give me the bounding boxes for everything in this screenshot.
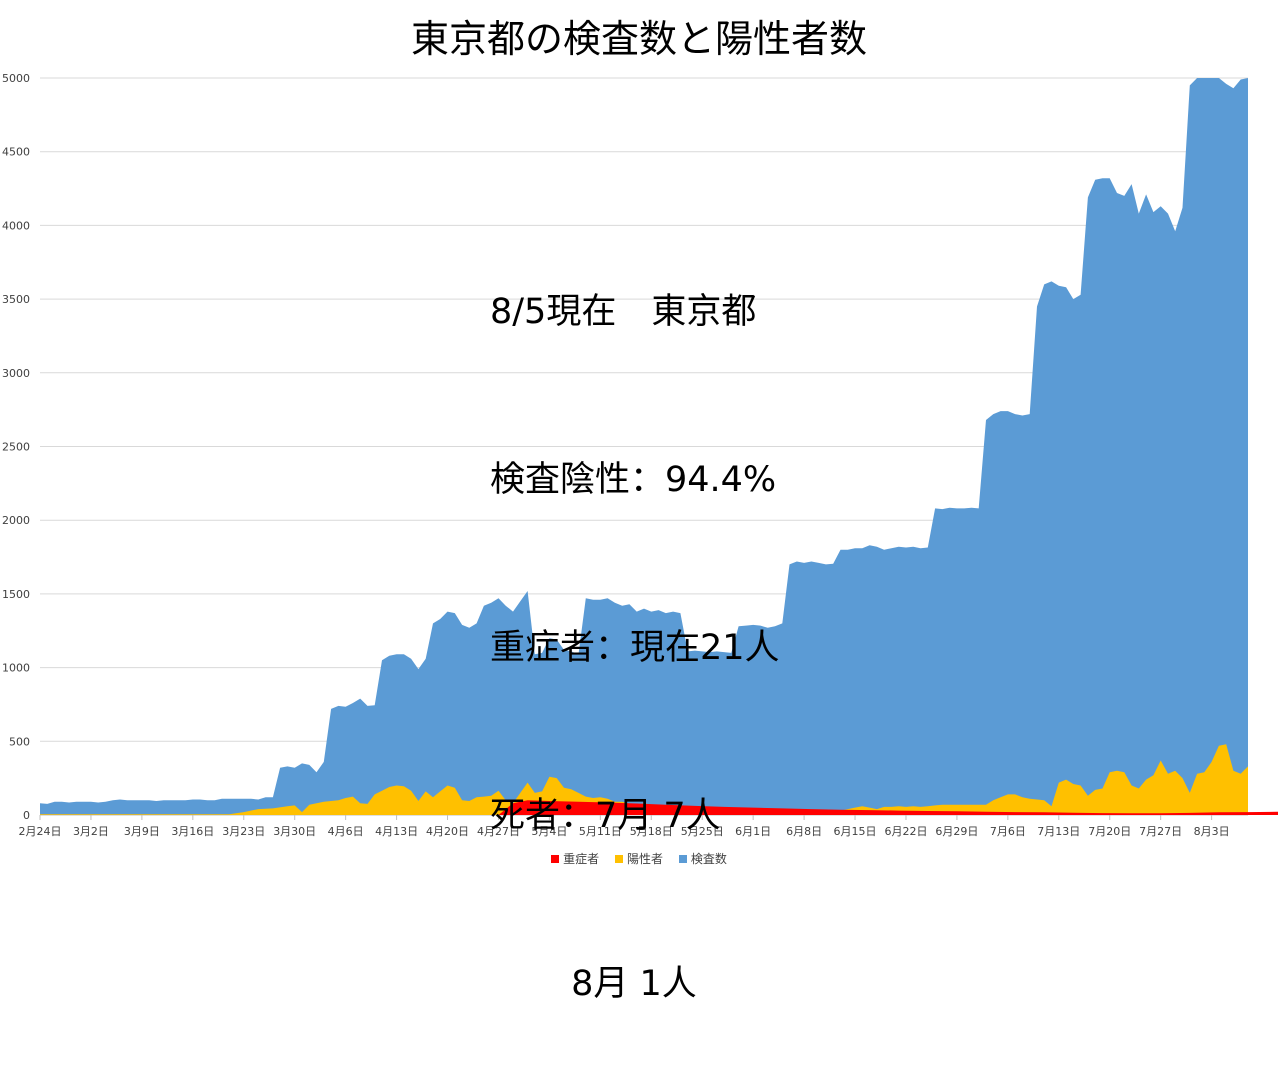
x-tick-label: 5月25日: [681, 825, 724, 838]
y-tick-label: 0: [23, 809, 30, 822]
y-tick-label: 4500: [2, 146, 30, 159]
annotation-block: 8/5現在 東京都 検査陰性：94.4% 重症者：現在21人 死者：7月 7人 …: [490, 172, 780, 1068]
annotation-line: 重症者：現在21人: [490, 628, 780, 668]
legend: 重症者 陽性者 検査数: [0, 850, 1278, 867]
x-tick-label: 6月29日: [935, 825, 978, 838]
annotation-line: 8/5現在 東京都: [490, 292, 757, 332]
x-tick-label: 5月11日: [579, 825, 622, 838]
x-tick-label: 2月24日: [19, 825, 62, 838]
legend-item: 検査数: [678, 850, 727, 867]
x-tick-label: 3月2日: [73, 825, 109, 838]
y-tick-label: 1000: [2, 662, 30, 675]
y-tick-label: 3000: [2, 367, 30, 380]
y-tick-label: 500: [9, 735, 30, 748]
x-tick-label: 4月20日: [426, 825, 469, 838]
annotation-line: 検査陰性：94.4%: [490, 460, 777, 500]
x-tick-label: 6月15日: [834, 825, 877, 838]
x-tick-label: 5月18日: [630, 825, 673, 838]
x-axis-ticks: 2月24日 3月2日 3月9日 3月16日 3月23日 3月30日 4月6日 4月13日 4月2…: [19, 815, 1230, 838]
x-tick-label: 3月30日: [273, 825, 316, 838]
area-series-1: [40, 744, 1248, 815]
x-tick-label: 4月27日: [477, 825, 520, 838]
legend-swatch: [614, 854, 623, 863]
legend-swatch: [551, 854, 560, 863]
annotation-line: 死者：7月 7人: [490, 796, 721, 836]
x-tick-label: 4月13日: [375, 825, 418, 838]
y-tick-label: 3500: [2, 293, 30, 306]
y-tick-label: 4000: [2, 219, 30, 232]
x-tick-label: 7月13日: [1037, 825, 1080, 838]
legend-label: 重症者: [563, 852, 600, 866]
area-series-0: [40, 800, 1278, 815]
y-tick-label: 2000: [2, 514, 30, 527]
x-tick-label: 3月9日: [124, 825, 160, 838]
x-tick-label: 7月27日: [1139, 825, 1182, 838]
x-tick-label: 5月4日: [531, 825, 567, 838]
x-tick-label: 6月8日: [786, 825, 822, 838]
legend-item: 陽性者: [614, 850, 663, 867]
annotation-line: 8月 1人: [490, 964, 697, 1004]
x-tick-label: 3月23日: [222, 825, 265, 838]
area-series-2: [40, 78, 1248, 815]
legend-label: 陽性者: [626, 852, 663, 866]
x-tick-label: 6月1日: [735, 825, 771, 838]
gridlines: [40, 77, 1248, 816]
y-tick-label: 1500: [2, 588, 30, 601]
chart-title: 東京都の検査数と陽性者数: [410, 17, 867, 61]
legend-item: 重症者: [551, 850, 599, 867]
legend-label: 検査数: [690, 852, 727, 866]
area-chart: 0 500 1000 1500 2000 2500 3000 3500 4000 4500 5000…: [2, 72, 1278, 838]
x-tick-label: 4月6日: [328, 825, 364, 838]
x-tick-label: 3月16日: [171, 825, 214, 838]
y-axis-ticks: 0 500 1000 1500 2000 2500 3000 3500 4000 4500 5000: [2, 72, 30, 822]
y-tick-label: 5000: [2, 72, 30, 85]
y-tick-label: 2500: [2, 441, 30, 454]
x-tick-label: 8月3日: [1194, 825, 1230, 838]
x-tick-label: 7月20日: [1088, 825, 1131, 838]
legend-swatch: [678, 854, 687, 863]
series-areas: [40, 78, 1278, 815]
x-tick-label: 6月22日: [884, 825, 927, 838]
x-tick-label: 7月6日: [990, 825, 1026, 838]
